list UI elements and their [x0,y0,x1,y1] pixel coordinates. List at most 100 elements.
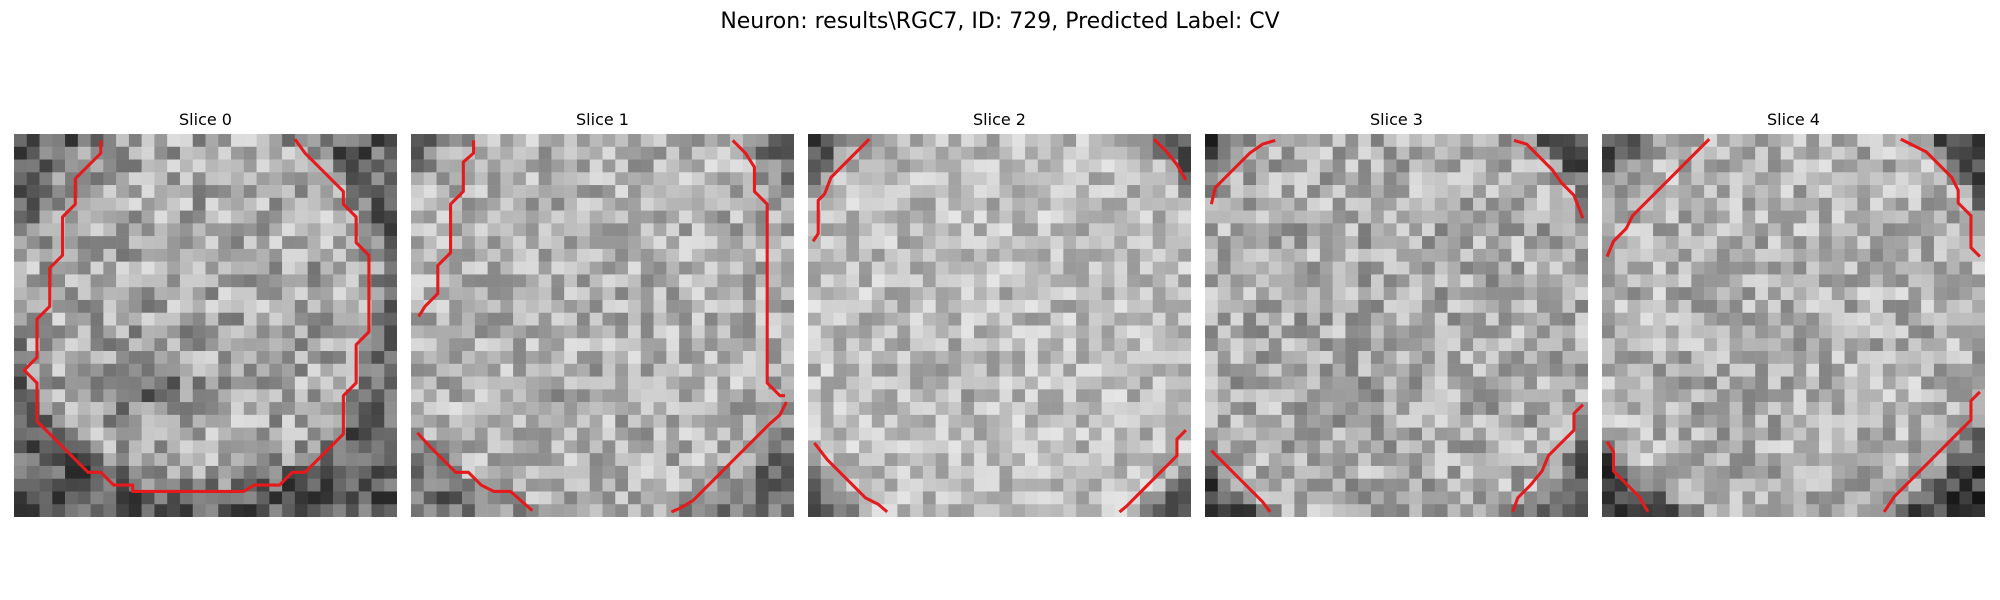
pixel-cell [910,427,924,441]
pixel-cell [1895,414,1909,428]
pixel-cell [1831,363,1845,377]
pixel-cell [1524,248,1538,262]
pixel-cell [538,299,552,313]
pixel-cell [1665,146,1679,160]
pixel-cell [961,376,975,390]
pixel-cell [1793,159,1807,173]
pixel-cell [1498,134,1512,148]
pixel-cell [1358,440,1372,454]
pixel-cell [846,185,860,199]
pixel-cell [986,504,1000,517]
pixel-cell [65,325,79,339]
pixel-cell [1819,376,1833,390]
pixel-cell [1370,453,1384,467]
pixel-cell [1895,338,1909,352]
pixel-cell [307,402,321,416]
pixel-cell [1345,338,1359,352]
pixel-cell [436,159,450,173]
pixel-cell [576,134,590,148]
pixel-cell [1217,389,1231,403]
pixel-cell [1332,274,1346,288]
pixel-cell [1806,274,1820,288]
pixel-cell [154,185,168,199]
pixel-cell [999,146,1013,160]
pixel-cell [1256,287,1270,301]
pixel-cell [1332,491,1346,505]
pixel-cell [1088,248,1102,262]
pixel-cell [1959,261,1973,275]
pixel-cell [755,134,769,148]
pixel-cell [1152,338,1166,352]
pixel-cell [564,236,578,250]
pixel-cell [564,491,578,505]
pixel-cell [730,325,744,339]
pixel-cell [1498,261,1512,275]
pixel-cell [1844,363,1858,377]
pixel-cell [884,274,898,288]
pixel-cell [1729,210,1743,224]
pixel-cell [768,427,782,441]
pixel-cell [1767,363,1781,377]
pixel-cell [640,338,654,352]
pixel-cell [1511,236,1525,250]
pixel-cell [1076,478,1090,492]
pixel-cell [1345,172,1359,186]
pixel-cell [487,287,501,301]
pixel-cell [294,236,308,250]
pixel-cell [77,134,91,148]
pixel-cell [628,351,642,365]
pixel-cell [1562,363,1576,377]
pixel-cell [884,325,898,339]
pixel-cell [1857,376,1871,390]
pixel-cell [910,325,924,339]
pixel-cell [294,223,308,237]
pixel-cell [1409,274,1423,288]
pixel-cell [910,465,924,479]
pixel-cell [1627,504,1641,517]
pixel-cell [1037,223,1051,237]
pixel-cell [679,363,693,377]
pixel-cell [1243,274,1257,288]
pixel-cell [294,453,308,467]
pixel-cell [449,146,463,160]
pixel-cell [1844,236,1858,250]
pixel-cell [1704,159,1718,173]
pixel-cell [1921,363,1935,377]
pixel-cell [781,440,794,454]
pixel-cell [1434,197,1448,211]
pixel-cell [1230,351,1244,365]
pixel-cell [90,236,104,250]
pixel-cell [26,146,40,160]
pixel-cell [1665,453,1679,467]
pixel-cell [1665,299,1679,313]
pixel-cell [1139,159,1153,173]
pixel-cell [243,172,257,186]
pixel-cell [1243,223,1257,237]
pixel-cell [384,210,397,224]
pixel-cell [1383,299,1397,313]
pixel-cell [935,261,949,275]
pixel-cell [1602,197,1616,211]
pixel-cell [1101,376,1115,390]
pixel-cell [1256,478,1270,492]
pixel-cell [1575,504,1588,517]
pixel-cell [961,440,975,454]
pixel-cell [1716,159,1730,173]
pixel-cell [602,299,616,313]
pixel-cell [1178,312,1191,326]
pixel-cell [116,414,130,428]
pixel-cell [116,236,130,250]
pixel-cell [1076,414,1090,428]
pixel-cell [1358,223,1372,237]
pixel-cell [1882,338,1896,352]
pixel-cell [128,287,142,301]
pixel-cell [1409,453,1423,467]
pixel-cell [1614,427,1628,441]
pixel-cell [961,414,975,428]
pixel-cell [1972,504,1985,517]
pixel-cell [704,504,718,517]
pixel-cell [1882,325,1896,339]
pixel-cell [846,389,860,403]
pixel-cell [1088,274,1102,288]
pixel-cell [1396,491,1410,505]
